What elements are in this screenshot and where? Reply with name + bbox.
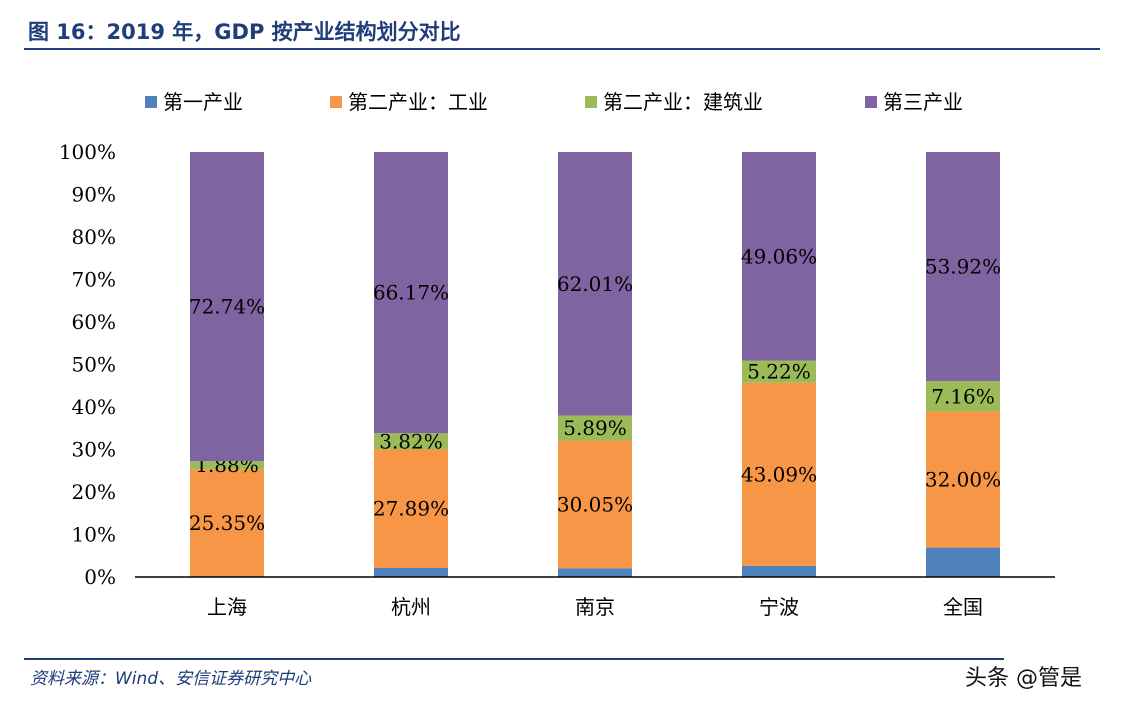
- legend-label: 第二产业：工业: [348, 90, 488, 114]
- x-tick-label: 南京: [575, 595, 615, 619]
- y-tick-label: 40%: [72, 395, 116, 419]
- data-label: 49.06%: [741, 244, 817, 268]
- bar-segment: [926, 381, 1000, 412]
- legend-swatch: [585, 96, 597, 108]
- data-label: 32.00%: [925, 468, 1001, 492]
- bar-segment: [190, 152, 264, 462]
- bar-segment: [926, 152, 1000, 382]
- bar-segment: [926, 547, 1000, 577]
- y-tick-label: 100%: [59, 140, 116, 164]
- bar-segment: [558, 152, 632, 416]
- y-tick-label: 10%: [72, 523, 116, 547]
- data-label: 3.82%: [379, 429, 443, 453]
- data-label: 5.22%: [747, 360, 811, 384]
- y-tick-label: 90%: [72, 183, 116, 207]
- footer-rule: [24, 658, 1004, 660]
- bar-segment: [374, 449, 448, 568]
- data-label: 66.17%: [373, 281, 449, 305]
- watermark: 头条 @管是: [965, 666, 1082, 691]
- x-tick-label: 全国: [943, 595, 983, 619]
- bar-segment: [926, 411, 1000, 548]
- y-tick-label: 20%: [72, 480, 116, 504]
- data-label: 62.01%: [557, 272, 633, 296]
- legend-swatch: [330, 96, 342, 108]
- bar-segment: [374, 433, 448, 450]
- data-label: 5.89%: [563, 416, 627, 440]
- y-tick-label: 60%: [72, 310, 116, 334]
- data-label: 43.09%: [741, 462, 817, 486]
- bar-segment: [190, 469, 264, 577]
- x-tick-label: 上海: [207, 595, 247, 619]
- data-label: 72.74%: [189, 295, 265, 319]
- data-label: 7.16%: [931, 384, 995, 408]
- legend-label: 第一产业: [163, 90, 243, 114]
- bar-segment: [742, 565, 816, 577]
- legend-swatch: [145, 96, 157, 108]
- legend-swatch: [865, 96, 877, 108]
- y-tick-label: 70%: [72, 268, 116, 292]
- y-tick-label: 80%: [72, 225, 116, 249]
- bar-segment: [742, 382, 816, 566]
- y-tick-label: 50%: [72, 353, 116, 377]
- x-tick-label: 杭州: [391, 595, 431, 619]
- bar-segment: [190, 461, 264, 470]
- data-label: 30.05%: [557, 492, 633, 516]
- source-note: 资料来源：Wind、安信证券研究中心: [30, 669, 312, 689]
- legend-label: 第二产业：建筑业: [603, 90, 763, 114]
- bar-segment: [374, 567, 448, 577]
- y-tick-label: 0%: [84, 565, 116, 589]
- y-tick-label: 30%: [72, 438, 116, 462]
- bar-segment: [558, 568, 632, 577]
- bar-segment: [742, 152, 816, 361]
- data-label: 53.92%: [925, 255, 1001, 279]
- x-tick-label: 宁波: [759, 595, 799, 619]
- bar-segment: [558, 440, 632, 569]
- figure-title: 图 16：2019 年，GDP 按产业结构划分对比: [28, 20, 461, 44]
- bar-segment: [374, 152, 448, 434]
- data-label: 25.35%: [189, 511, 265, 535]
- title-rule: [24, 48, 1100, 50]
- bar-segment: [558, 415, 632, 441]
- bar-segment: [742, 360, 816, 383]
- data-label: 27.89%: [373, 497, 449, 521]
- legend-label: 第三产业: [883, 90, 963, 114]
